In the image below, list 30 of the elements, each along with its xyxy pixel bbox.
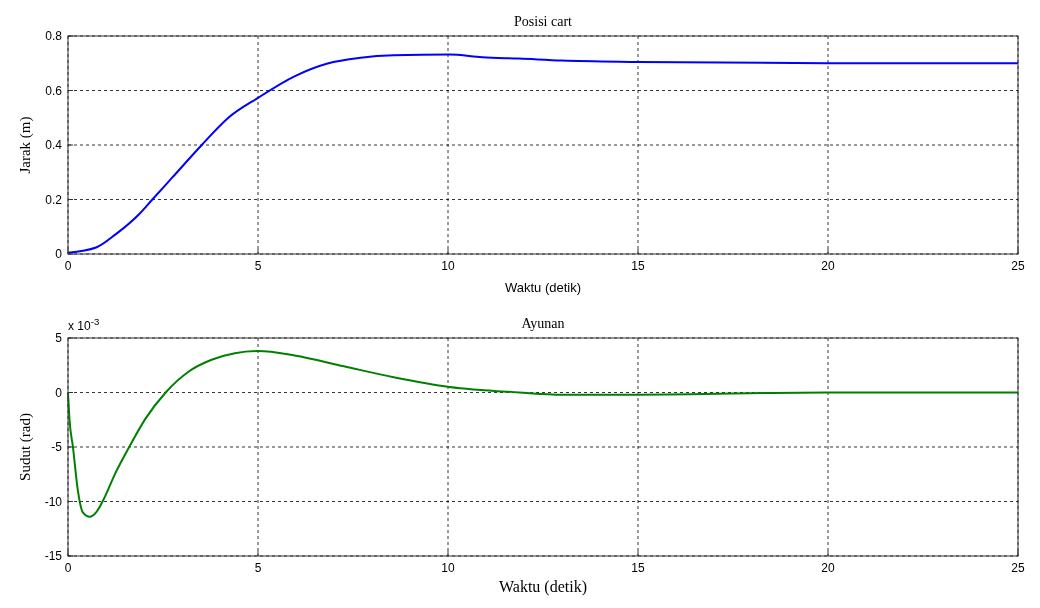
x-tick-label: 15 — [631, 561, 645, 575]
y-axis-title: Jarak (m) — [17, 116, 34, 174]
x-tick-label: 0 — [64, 259, 72, 273]
chart-title: Ayunan — [521, 316, 565, 331]
x-tick-label: 10 — [441, 259, 455, 273]
y-tick-label: -15 — [44, 549, 63, 563]
x-tick-label: 0 — [64, 561, 72, 575]
x-tick-label: 20 — [821, 259, 835, 273]
y-tick-label: 0.2 — [45, 192, 63, 207]
x-axis-title: Waktu (detik) — [498, 578, 588, 596]
y-tick-label: -10 — [44, 494, 63, 509]
x-tick-label: 25 — [1011, 259, 1025, 273]
line-series — [67, 350, 1019, 518]
y-tick-label: 0.6 — [45, 83, 63, 98]
chart-title: Posisi cart — [514, 14, 573, 29]
y-tick-label: 5 — [55, 331, 63, 345]
y-tick-label: -5 — [51, 440, 63, 454]
y-tick-label: 0 — [55, 247, 63, 261]
y-tick-label: 0 — [55, 385, 63, 400]
x-tick-label: 25 — [1011, 561, 1025, 575]
y-axis-title: Sudut (rad) — [17, 413, 34, 481]
y-tick-label: 0.4 — [45, 138, 63, 152]
x-tick-label: 15 — [631, 259, 645, 273]
x-tick-label: 20 — [821, 561, 835, 575]
x-axis-title: Waktu (detik) — [504, 280, 582, 295]
y-tick-label: 0.8 — [45, 29, 63, 43]
text: x 10$^{-3}$ — [68, 315, 100, 333]
x-tick-label: 5 — [254, 259, 262, 273]
x-tick-label: 5 — [254, 561, 262, 575]
x-tick-label: 10 — [441, 561, 455, 575]
